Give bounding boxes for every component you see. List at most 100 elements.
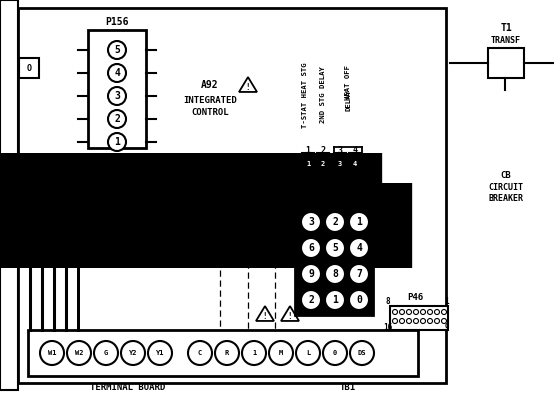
Circle shape (434, 310, 439, 314)
Circle shape (407, 310, 412, 314)
Circle shape (148, 341, 172, 365)
Circle shape (349, 290, 369, 310)
Text: 7: 7 (356, 269, 362, 279)
Text: HEAT OFF: HEAT OFF (345, 64, 351, 100)
Bar (334, 153, 346, 175)
Text: 5: 5 (114, 45, 120, 55)
Circle shape (188, 341, 212, 365)
Circle shape (399, 310, 404, 314)
Text: TRANSF: TRANSF (491, 36, 521, 45)
Circle shape (121, 341, 145, 365)
Circle shape (296, 341, 320, 365)
Circle shape (215, 341, 239, 365)
Circle shape (108, 110, 126, 128)
Circle shape (301, 290, 321, 310)
Text: 8: 8 (386, 297, 391, 307)
Text: DOOR
INTERLOCK: DOOR INTERLOCK (3, 156, 16, 194)
Text: 1: 1 (252, 350, 256, 356)
Text: L: L (306, 350, 310, 356)
Text: !: ! (288, 312, 293, 322)
Text: 1: 1 (305, 145, 310, 154)
Text: 2: 2 (321, 145, 326, 154)
Text: 3: 3 (337, 145, 342, 154)
Circle shape (108, 64, 126, 82)
Text: DS: DS (358, 350, 366, 356)
Circle shape (40, 341, 64, 365)
Circle shape (301, 212, 321, 232)
Circle shape (325, 212, 345, 232)
Circle shape (407, 318, 412, 324)
Bar (488, 48, 524, 78)
Circle shape (108, 87, 126, 105)
Circle shape (349, 264, 369, 284)
Circle shape (242, 341, 266, 365)
Text: 1: 1 (114, 137, 120, 147)
Text: 6: 6 (308, 243, 314, 253)
Text: P46: P46 (407, 293, 423, 301)
Text: 9: 9 (308, 269, 314, 279)
Circle shape (325, 290, 345, 310)
Bar (317, 153, 329, 175)
Circle shape (399, 318, 404, 324)
Text: DELAY: DELAY (345, 89, 351, 111)
Circle shape (350, 341, 374, 365)
Circle shape (392, 318, 398, 324)
Text: 2: 2 (114, 114, 120, 124)
Bar (0, 0, 18, 390)
Text: 2: 2 (308, 295, 314, 305)
Circle shape (349, 238, 369, 258)
Circle shape (392, 310, 398, 314)
Circle shape (434, 318, 439, 324)
Text: 5: 5 (332, 243, 338, 253)
Circle shape (108, 41, 126, 59)
Text: 1: 1 (445, 297, 449, 307)
Text: G: G (104, 350, 108, 356)
Text: 1: 1 (356, 217, 362, 227)
Circle shape (420, 310, 425, 314)
Text: TERMINAL BOARD: TERMINAL BOARD (90, 382, 166, 391)
Bar (28, 330, 418, 376)
Text: T-STAT HEAT STG: T-STAT HEAT STG (302, 62, 308, 128)
Text: 4: 4 (356, 243, 362, 253)
Text: P156: P156 (105, 17, 129, 27)
Text: 1: 1 (306, 161, 310, 167)
Bar (18, 8, 446, 383)
Text: 2ND STG DELAY: 2ND STG DELAY (320, 67, 326, 124)
Text: 8: 8 (332, 269, 338, 279)
Circle shape (94, 341, 118, 365)
Text: M: M (279, 350, 283, 356)
Circle shape (420, 318, 425, 324)
Circle shape (413, 318, 418, 324)
Text: W2: W2 (75, 350, 83, 356)
Text: 3: 3 (114, 91, 120, 101)
Text: W1: W1 (48, 350, 57, 356)
Text: CIRCUIT: CIRCUIT (489, 182, 524, 192)
Text: Y2: Y2 (129, 350, 137, 356)
Circle shape (325, 264, 345, 284)
Circle shape (349, 212, 369, 232)
Circle shape (108, 133, 126, 151)
Text: 0: 0 (356, 295, 362, 305)
Bar (19, 58, 39, 78)
Text: 1: 1 (332, 295, 338, 305)
Text: CONTROL: CONTROL (191, 107, 229, 117)
Circle shape (442, 318, 447, 324)
Text: Y1: Y1 (156, 350, 164, 356)
Text: !: ! (245, 83, 250, 92)
Text: 0: 0 (333, 350, 337, 356)
Bar (390, 306, 448, 330)
Text: 9: 9 (445, 324, 449, 333)
Text: C: C (198, 350, 202, 356)
Text: INTEGRATED: INTEGRATED (183, 96, 237, 105)
Circle shape (442, 310, 447, 314)
Text: 16: 16 (383, 324, 393, 333)
Text: 4: 4 (353, 161, 357, 167)
Circle shape (301, 238, 321, 258)
Text: R: R (225, 350, 229, 356)
Circle shape (269, 341, 293, 365)
Circle shape (428, 318, 433, 324)
Text: O: O (27, 64, 32, 73)
Circle shape (301, 264, 321, 284)
Circle shape (67, 341, 91, 365)
Text: T1: T1 (500, 23, 512, 33)
